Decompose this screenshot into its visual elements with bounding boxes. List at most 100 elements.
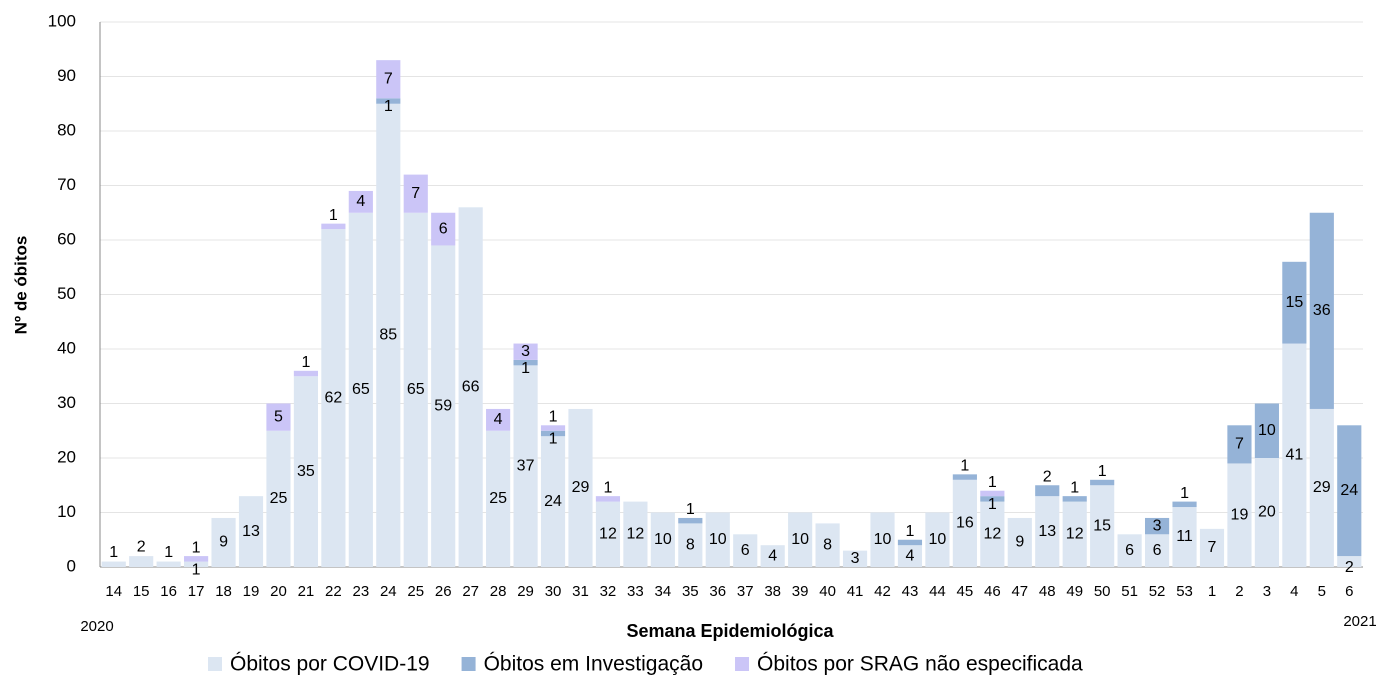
bar-segment [1062, 496, 1087, 502]
y-tick-label: 100 [48, 11, 76, 30]
bar-segment [678, 517, 703, 524]
bar-segment [431, 245, 456, 567]
data-label: 9 [1015, 534, 1024, 551]
bar-segment [1035, 485, 1060, 497]
bar-segment [1144, 534, 1170, 567]
x-tick-label: 34 [655, 583, 672, 600]
data-label: 10 [1258, 422, 1276, 439]
data-label: 1 [109, 544, 118, 561]
data-label: 1 [192, 561, 201, 578]
data-label: 62 [324, 389, 342, 406]
data-label: 1 [1098, 463, 1107, 480]
bar-segment [540, 425, 566, 431]
data-label: 1 [686, 501, 695, 518]
x-tick-label: 39 [792, 583, 809, 600]
data-label: 6 [1153, 542, 1162, 559]
bar-segment [1172, 501, 1197, 508]
y-axis-title: Nº de óbitos [11, 236, 30, 335]
y-tick-label: 50 [57, 284, 76, 303]
x-tick-label: 25 [407, 583, 424, 600]
x-tick-label: 45 [957, 583, 974, 600]
data-label: 36 [1313, 302, 1331, 319]
data-label: 3 [1153, 517, 1162, 534]
x-tick-label: 24 [380, 583, 397, 600]
bar-segment [101, 561, 126, 567]
bar-segment [678, 523, 703, 567]
bar-segment [897, 539, 923, 546]
x-tick-label: 27 [462, 583, 479, 600]
data-label: 65 [352, 381, 370, 398]
y-tick-label: 10 [57, 502, 76, 521]
bar-segment [1062, 501, 1087, 567]
bar-segment [1090, 479, 1115, 486]
bar-segment [760, 545, 785, 567]
data-label: 10 [709, 531, 727, 548]
data-label: 4 [906, 547, 915, 564]
year-label: 2021 [1343, 613, 1376, 630]
data-label: 4 [356, 193, 365, 210]
x-tick-label: 50 [1094, 583, 1111, 600]
y-tick-label: 0 [67, 556, 76, 575]
bar-segment [1227, 463, 1252, 567]
bar-segment [348, 190, 373, 213]
data-label: 8 [823, 536, 832, 553]
data-label: 1 [1070, 479, 1079, 496]
data-label: 6 [439, 220, 448, 237]
x-tick-label: 46 [984, 583, 1001, 600]
data-label: 25 [270, 490, 288, 507]
data-label: 2 [1345, 559, 1354, 576]
bar-segment [403, 174, 428, 213]
x-tick-label: 3 [1263, 583, 1271, 600]
bar-segment [348, 212, 373, 567]
data-label: 3 [851, 550, 860, 567]
data-label: 7 [384, 70, 393, 87]
data-label: 1 [521, 360, 530, 377]
data-label: 19 [1231, 506, 1249, 523]
x-tick-label: 5 [1318, 583, 1326, 600]
bar-segment [129, 556, 154, 567]
x-tick-label: 30 [545, 583, 562, 600]
bar-segment [211, 517, 236, 567]
x-tick-label: 42 [874, 583, 891, 600]
x-tick-label: 36 [709, 583, 726, 600]
data-label: 24 [1340, 482, 1358, 499]
legend-label: Óbitos em Investigação [484, 653, 703, 676]
data-label: 10 [929, 531, 947, 548]
x-axis-title: Semana Epidemiológica [626, 621, 834, 641]
x-tick-label: 49 [1066, 583, 1083, 600]
x-tick-label: 29 [517, 583, 534, 600]
bar-segment [1282, 261, 1307, 344]
x-tick-label: 28 [490, 583, 507, 600]
data-label: 24 [544, 493, 562, 510]
data-label: 10 [874, 531, 892, 548]
bar-segment [1282, 343, 1307, 567]
data-label: 1 [192, 539, 201, 556]
x-tick-label: 4 [1290, 583, 1298, 600]
bar-segment [842, 550, 868, 567]
data-label: 9 [219, 534, 228, 551]
bar-segment [513, 359, 538, 366]
x-tick-label: 16 [160, 583, 177, 600]
data-label: 1 [988, 496, 997, 513]
data-label: 1 [960, 458, 969, 475]
data-label: 7 [411, 185, 420, 202]
y-tick-label: 20 [57, 447, 76, 466]
bar-segment [788, 512, 813, 567]
data-label: 85 [379, 327, 397, 344]
data-label: 10 [654, 531, 672, 548]
data-label: 2 [1043, 468, 1052, 485]
year-label: 2020 [80, 618, 113, 635]
bar-segment [1199, 528, 1225, 567]
bar-segment [705, 512, 730, 567]
bar-segment [458, 207, 483, 568]
bar-segment [1172, 507, 1197, 567]
data-label: 35 [297, 463, 315, 480]
legend-swatch [735, 657, 750, 671]
x-tick-label: 53 [1176, 583, 1193, 600]
bar-segment [980, 496, 1005, 502]
bar-segment [513, 365, 538, 567]
bar-segment [184, 561, 209, 567]
x-tick-label: 33 [627, 583, 644, 600]
data-label: 6 [741, 542, 750, 559]
